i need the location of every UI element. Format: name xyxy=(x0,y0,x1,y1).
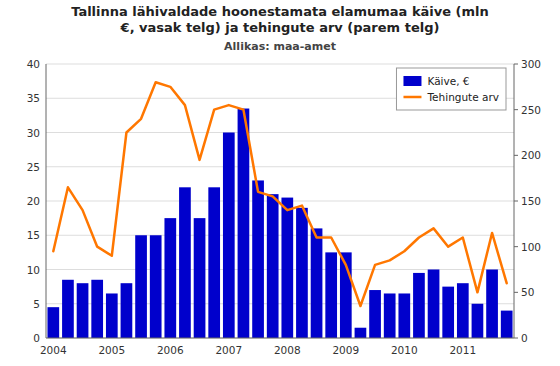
bar xyxy=(106,293,118,338)
grid-line xyxy=(46,235,514,236)
bar xyxy=(325,252,337,338)
bar xyxy=(296,208,308,338)
bar xyxy=(208,187,220,338)
x-tick-label: 2011 xyxy=(449,344,476,356)
legend-label: Käive, € xyxy=(427,75,469,87)
y-tick-label: 35 xyxy=(27,92,40,104)
y2-tick xyxy=(514,64,518,65)
bar-series xyxy=(47,109,512,338)
legend-box xyxy=(396,68,506,110)
x-tick-label: 2004 xyxy=(40,344,67,356)
y2-tick-label: 200 xyxy=(521,149,541,161)
grid-line xyxy=(46,201,514,202)
chart: Tallinna lähivaldade hoonestamata elamum… xyxy=(0,0,560,366)
y2-tick xyxy=(514,338,518,339)
bar xyxy=(194,218,206,338)
y2-tick-label: 250 xyxy=(521,104,541,116)
y2-tick-label: 150 xyxy=(521,195,541,207)
y2-tick xyxy=(514,201,518,202)
y-tick-label: 15 xyxy=(27,229,40,241)
y-tick-label: 5 xyxy=(33,298,40,310)
y2-tick xyxy=(514,292,518,293)
marks xyxy=(47,82,512,338)
bar xyxy=(398,293,410,338)
bar xyxy=(311,228,323,338)
x-tick-label: 2010 xyxy=(391,344,418,356)
bar xyxy=(384,293,396,338)
bar xyxy=(238,109,250,338)
y-tick-label: 0 xyxy=(33,332,40,344)
y-tick-label: 10 xyxy=(27,264,40,276)
y-axis-line xyxy=(46,64,47,338)
bar xyxy=(442,287,454,338)
bar xyxy=(413,273,425,338)
x-tick-label: 2009 xyxy=(332,344,359,356)
y-tick-label: 20 xyxy=(27,195,40,207)
bar xyxy=(501,311,513,338)
bar xyxy=(355,328,367,338)
grid-line xyxy=(46,64,514,65)
y-tick-label: 25 xyxy=(27,161,40,173)
x-tick-label: 2005 xyxy=(98,344,125,356)
y2-axis-line xyxy=(514,64,515,338)
legend-swatch xyxy=(403,76,421,86)
bar xyxy=(486,270,498,339)
title-line: Tallinna lähivaldade hoonestamata elamum… xyxy=(71,4,489,19)
x-tick-label: 2006 xyxy=(157,344,184,356)
y-tick-label: 30 xyxy=(27,127,40,139)
bar xyxy=(77,283,89,338)
y2-tick-label: 100 xyxy=(521,241,541,253)
bar xyxy=(47,307,59,338)
grid-line xyxy=(46,338,514,339)
bar xyxy=(281,198,293,338)
line xyxy=(53,82,506,306)
x-tick-label: 2007 xyxy=(215,344,242,356)
y2-tick xyxy=(514,109,518,110)
x-axis-line xyxy=(46,338,514,339)
y2-tick xyxy=(514,246,518,247)
x-tick-label: 2008 xyxy=(274,344,301,356)
y2-tick-label: 0 xyxy=(521,332,528,344)
bar xyxy=(369,290,381,338)
legend: Käive, € Tehingute arv xyxy=(396,68,506,110)
y2-tick-label: 300 xyxy=(521,58,541,70)
title-line: €, vasak telg) ja tehingute arv (parem t… xyxy=(120,20,440,35)
grid-line xyxy=(46,166,514,167)
bar xyxy=(135,235,147,338)
subtitle: Allikas: maa-amet xyxy=(224,40,336,53)
y-tick-label: 40 xyxy=(27,58,40,70)
bar xyxy=(62,280,74,338)
title: Tallinna lähivaldade hoonestamata elamum… xyxy=(71,4,489,35)
grid-line xyxy=(46,269,514,270)
bar xyxy=(91,280,103,338)
bar xyxy=(121,283,133,338)
axes: 0 5 10 15 20 25 30 35 40 0 50 100 150 200 250 300 2004 20… xyxy=(27,58,541,356)
y2-tick xyxy=(514,155,518,156)
bar xyxy=(252,180,264,338)
y2-tick-label: 50 xyxy=(521,286,534,298)
grid-line xyxy=(46,132,514,133)
bar xyxy=(267,194,279,338)
legend-label: Tehingute arv xyxy=(426,91,499,103)
legend-swatch xyxy=(403,96,421,99)
bar xyxy=(179,187,191,338)
bar xyxy=(457,283,469,338)
bar xyxy=(164,218,176,338)
bar xyxy=(428,270,440,339)
bar xyxy=(223,133,235,339)
bar xyxy=(150,235,162,338)
bar xyxy=(472,304,484,338)
